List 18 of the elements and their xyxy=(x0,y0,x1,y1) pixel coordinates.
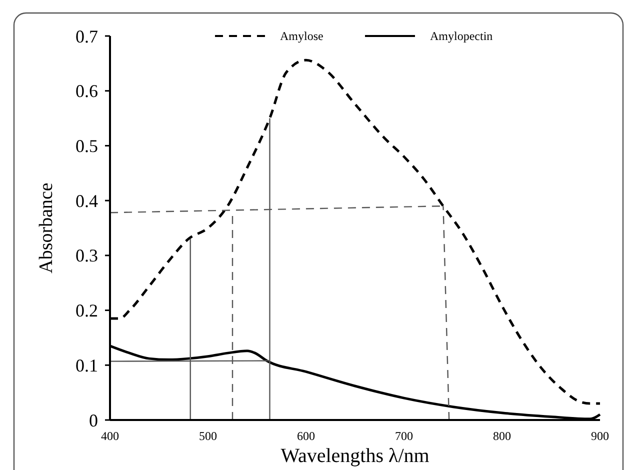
y-tick-label: 0.6 xyxy=(76,81,98,102)
x-tick-label: 800 xyxy=(493,429,511,443)
y-axis-title: Absorbance xyxy=(36,182,57,274)
y-tick-label: 0.5 xyxy=(76,136,98,156)
x-tick-label: 500 xyxy=(199,429,217,443)
x-axis-title: Wavelengths λ/nm xyxy=(280,445,430,467)
y-tick-label: 0 xyxy=(89,410,98,430)
y-tick-label: 0.2 xyxy=(76,300,98,321)
x-tick-label: 400 xyxy=(101,429,119,443)
y-tick-label: 0.1 xyxy=(76,355,98,376)
y-tick-label: 0.3 xyxy=(76,246,98,266)
x-tick-label: 600 xyxy=(297,429,315,443)
x-tick-label: 700 xyxy=(395,429,413,443)
y-tick-label: 0.7 xyxy=(76,26,98,46)
x-tick-label: 900 xyxy=(591,429,609,443)
legend-label: Amylopectin xyxy=(430,29,493,44)
legend-label: Amylose xyxy=(280,29,324,44)
y-tick-label: 0.4 xyxy=(76,190,98,211)
